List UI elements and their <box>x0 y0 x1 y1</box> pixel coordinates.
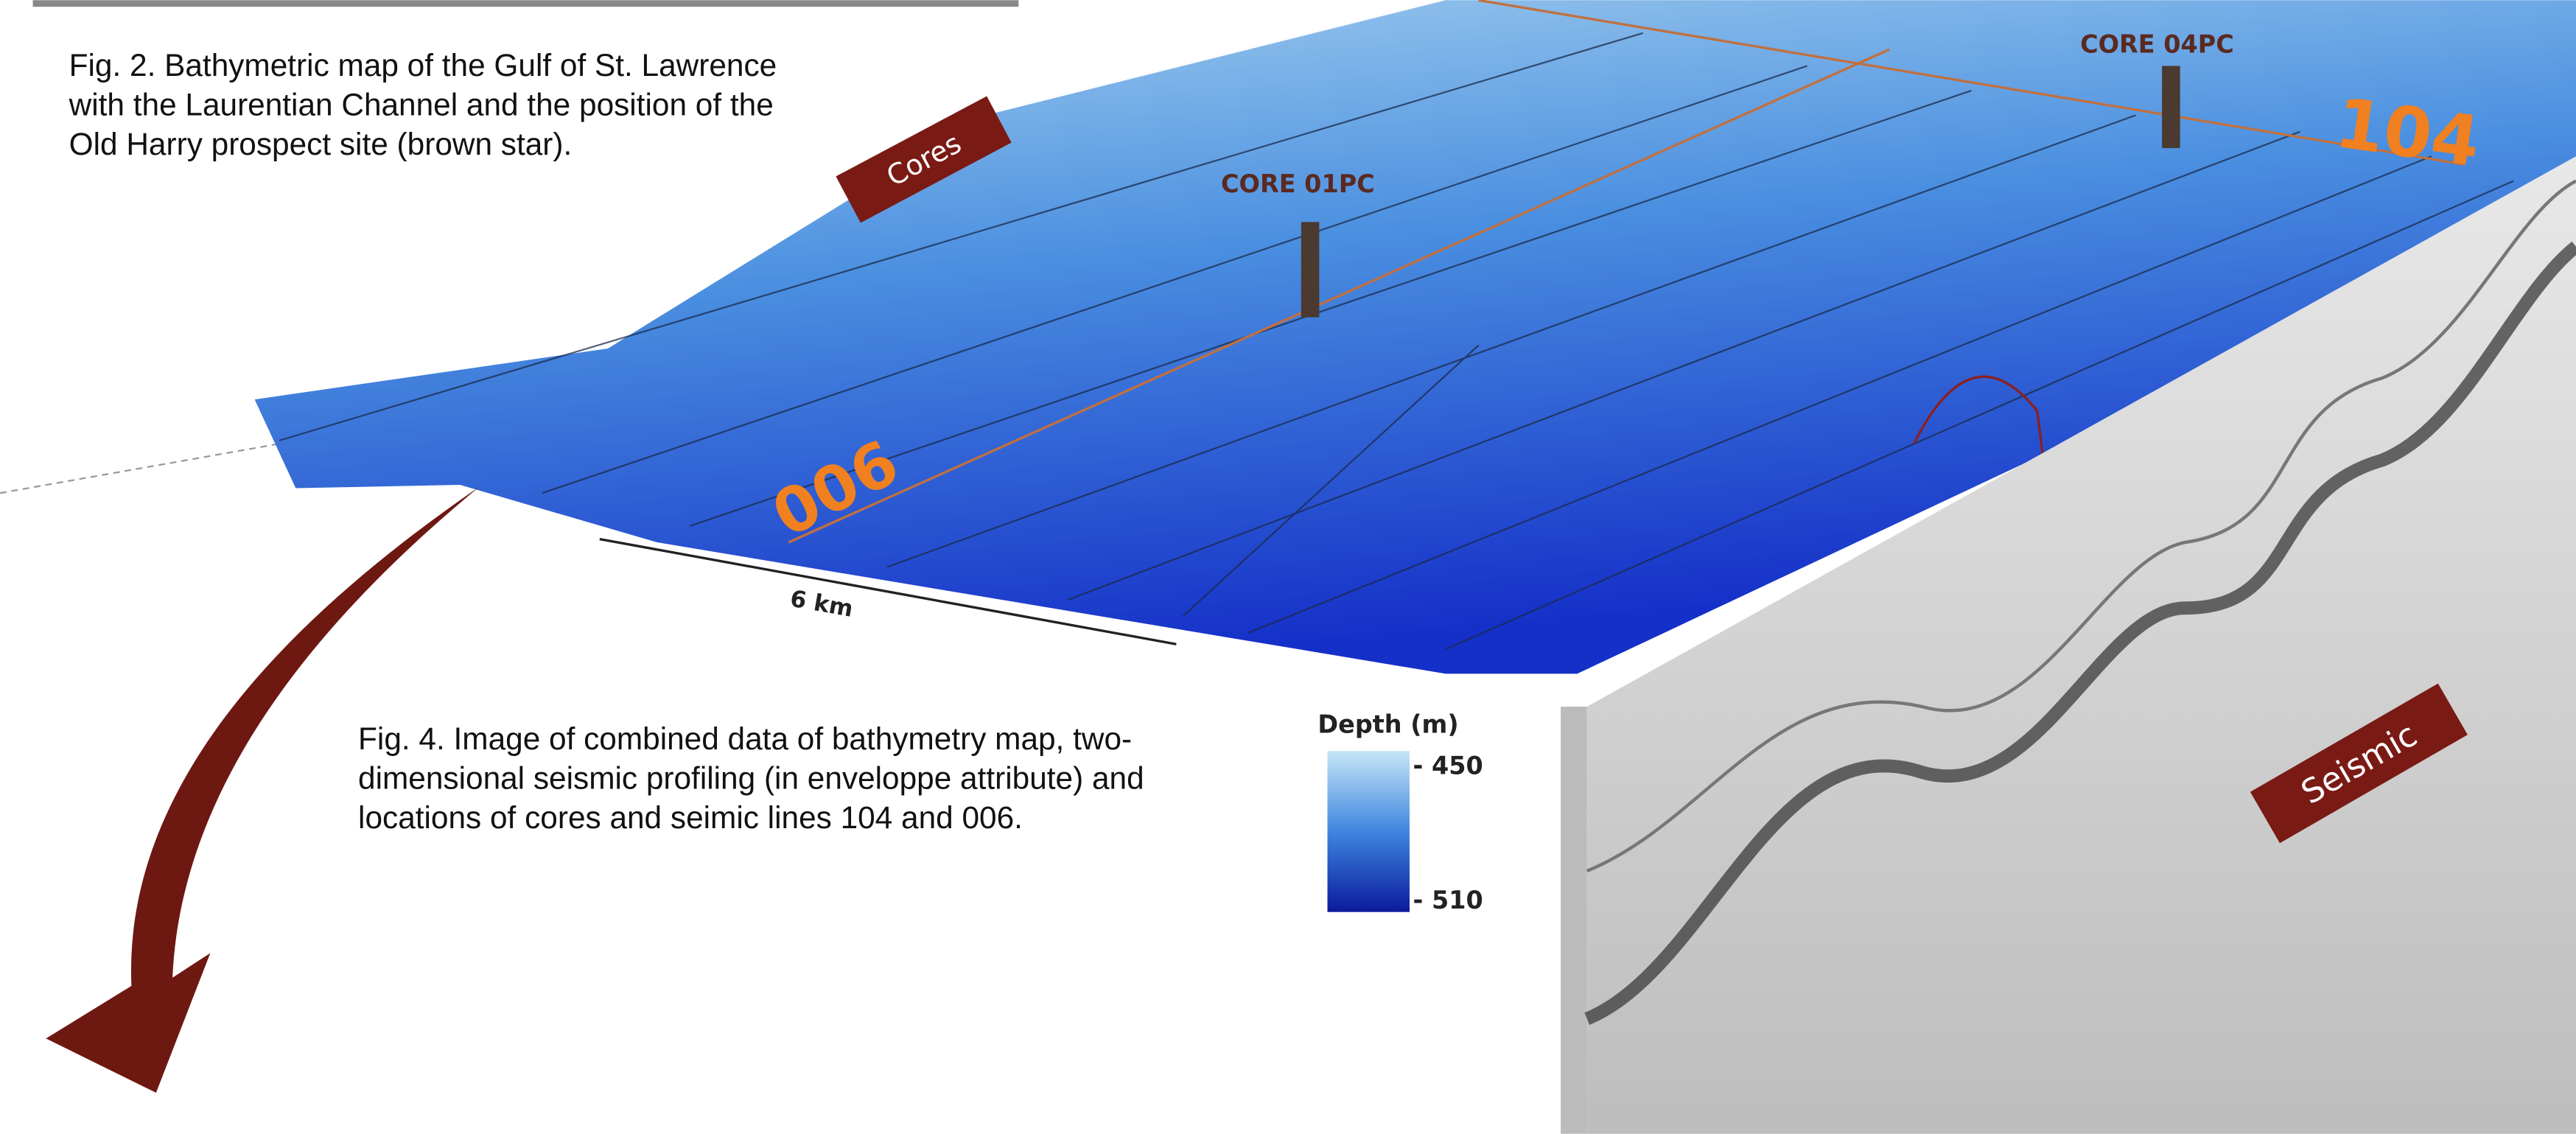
fig4-caption-line: locations of cores and seimic lines 104 … <box>358 800 1023 835</box>
legend-bottom-label: - 510 <box>1413 886 1483 914</box>
legend-top-label: - 450 <box>1413 751 1483 780</box>
panel-edge <box>1561 707 1587 1134</box>
core-01-label: CORE 01PC <box>1221 169 1375 198</box>
fig2-caption-line: Old Harry prospect site (brown star). <box>69 127 573 161</box>
dashed-line <box>0 444 279 493</box>
legend-colorbar <box>1328 751 1410 911</box>
scale-label: 6 km <box>788 586 855 623</box>
core-04-label: CORE 04PC <box>2080 30 2234 59</box>
fig2-caption-line: with the Laurentian Channel and the posi… <box>69 87 774 122</box>
fig2-caption-line: Fig. 2. Bathymetric map of the Gulf of S… <box>69 48 777 83</box>
figure: CORE 01PC CORE 04PC 104 006 Cores 6 km S… <box>0 0 2576 1134</box>
legend-title: Depth (m) <box>1317 710 1458 739</box>
page: CORE 01PC CORE 04PC 104 006 Cores 6 km S… <box>0 0 2576 1134</box>
top-rule <box>33 0 1019 7</box>
core-04-marker <box>2162 66 2180 147</box>
fig4-caption-line: Fig. 4. Image of combined data of bathym… <box>358 721 1132 756</box>
fig4-caption-line: dimensional seismic profiling (in envelo… <box>358 760 1144 795</box>
core-01-marker <box>1301 222 1320 317</box>
